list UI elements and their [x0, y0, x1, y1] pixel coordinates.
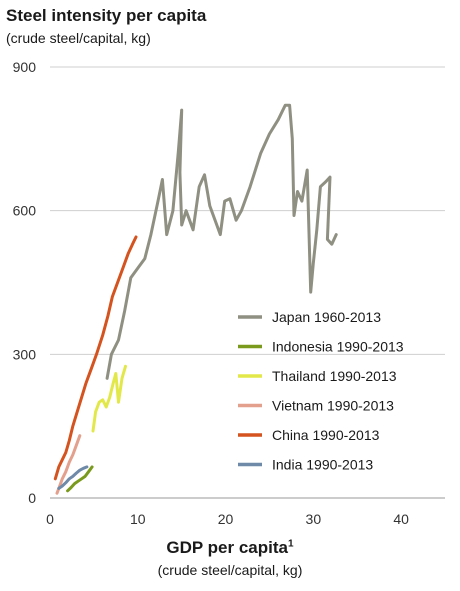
x-axis-ticks: 0 10 20 30 40: [46, 511, 409, 527]
series-lines: [53, 103, 338, 495]
legend-label: Thailand 1990-2013: [272, 368, 397, 384]
legend-label: India 1990-2013: [272, 457, 373, 473]
series-line-2: [91, 364, 127, 433]
y-axis-ticks: 0 300 600 900: [13, 59, 37, 506]
x-axis-sublabel: (crude steel/capital, kg): [157, 562, 303, 578]
chart-subtitle: (crude steel/capital, kg): [6, 30, 151, 46]
x-tick-label: 40: [393, 511, 409, 527]
x-tick-label: 10: [130, 511, 146, 527]
series-line-0: [105, 103, 338, 380]
y-tick-label: 900: [13, 59, 37, 75]
series-line-4: [53, 235, 138, 481]
x-tick-label: 20: [218, 511, 234, 527]
chart-title: Steel intensity per capita: [6, 6, 207, 25]
series-line-5: [57, 465, 89, 490]
x-axis-label: GDP per capita1: [166, 538, 294, 557]
legend-label: China 1990-2013: [272, 427, 380, 443]
legend-label: Indonesia 1990-2013: [272, 339, 404, 355]
y-tick-label: 0: [28, 490, 36, 506]
gridlines: [50, 66, 445, 499]
legend-label: Vietnam 1990-2013: [272, 398, 394, 414]
series-line-1: [66, 465, 94, 493]
y-tick-label: 600: [13, 203, 37, 219]
legend-label: Japan 1960-2013: [272, 309, 381, 325]
y-tick-label: 300: [13, 346, 37, 362]
x-tick-label: 0: [46, 511, 54, 527]
series-line-3: [55, 434, 82, 495]
x-tick-label: 30: [306, 511, 322, 527]
legend: Japan 1960-2013 Indonesia 1990-2013 Thaila…: [238, 309, 404, 473]
